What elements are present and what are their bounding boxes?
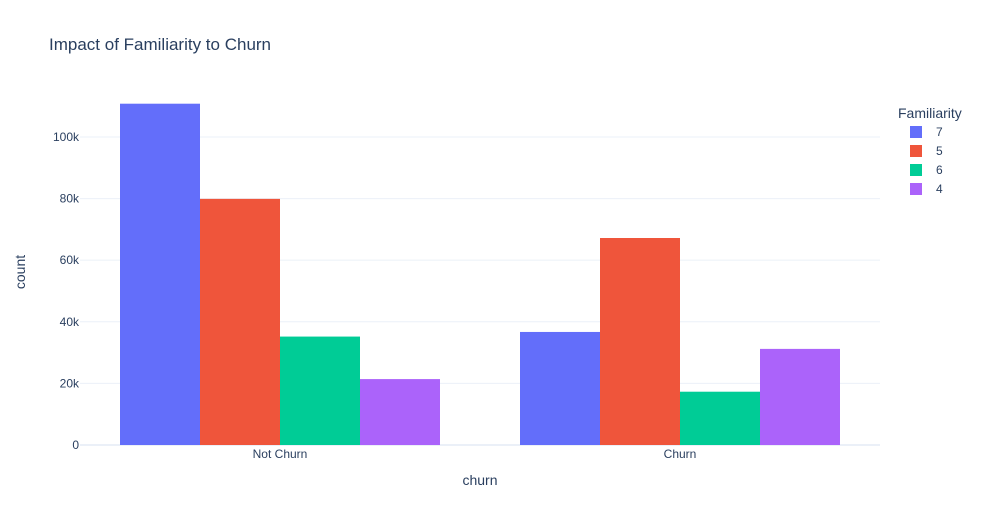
- bars: [120, 103, 840, 446]
- y-axis-ticks: 0 20k 40k 60k 80k 100k: [53, 130, 80, 452]
- legend-item-label: 4: [936, 182, 943, 196]
- chart-title: Impact of Familiarity to Churn: [49, 35, 271, 54]
- y-axis-title: count: [12, 255, 28, 289]
- legend-title: Familiarity: [898, 105, 962, 121]
- y-tick-label: 80k: [60, 192, 80, 206]
- y-tick-label: 0: [72, 438, 79, 452]
- y-tick-label: 60k: [60, 253, 80, 267]
- legend: Familiarity 7 5 6 4: [898, 105, 962, 196]
- legend-swatch: [910, 164, 922, 176]
- bar-churn-familiarity-6: [680, 391, 760, 445]
- y-tick-label: 100k: [53, 130, 80, 144]
- bar-not-churn-familiarity-5: [200, 198, 280, 445]
- bar-churn-familiarity-5: [600, 238, 680, 445]
- legend-item-label: 6: [936, 163, 943, 177]
- legend-item-label: 7: [936, 125, 943, 139]
- legend-swatch: [910, 126, 922, 138]
- legend-swatch: [910, 145, 922, 157]
- y-tick-label: 40k: [60, 315, 80, 329]
- x-axis-ticks: Not Churn Churn: [253, 447, 697, 461]
- bar-not-churn-familiarity-4: [360, 379, 440, 445]
- legend-item-label: 5: [936, 144, 943, 158]
- x-tick-label: Not Churn: [253, 447, 308, 461]
- legend-swatch: [910, 183, 922, 195]
- bar-churn-familiarity-4: [760, 348, 840, 445]
- bar-not-churn-familiarity-6: [280, 336, 360, 445]
- bar-churn-familiarity-7: [520, 331, 600, 445]
- y-tick-label: 20k: [60, 376, 80, 390]
- x-axis-title: churn: [462, 472, 497, 488]
- bar-not-churn-familiarity-7: [120, 103, 200, 446]
- x-tick-label: Churn: [664, 447, 697, 461]
